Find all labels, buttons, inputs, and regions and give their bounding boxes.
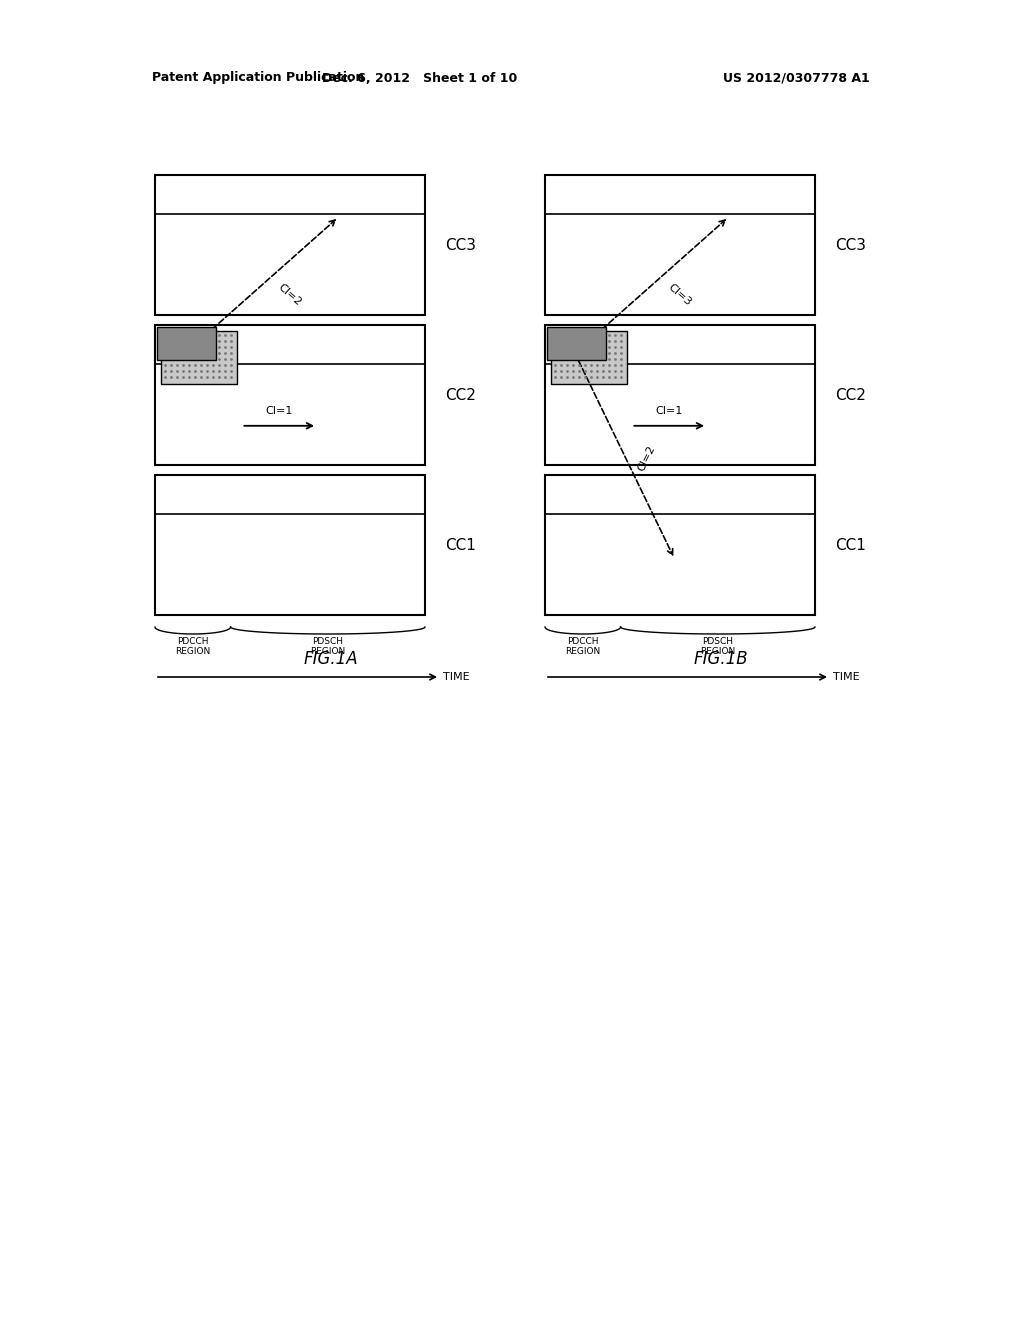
- Text: TIME: TIME: [443, 672, 470, 682]
- Text: CC2: CC2: [835, 388, 866, 403]
- Bar: [155, 475, 425, 615]
- Text: CI=2: CI=2: [276, 282, 303, 308]
- Text: CC3: CC3: [445, 238, 476, 252]
- Bar: [157, 327, 216, 360]
- Text: Dec. 6, 2012   Sheet 1 of 10: Dec. 6, 2012 Sheet 1 of 10: [323, 71, 517, 84]
- Bar: [155, 325, 425, 465]
- Bar: [161, 331, 237, 384]
- Text: CI=1: CI=1: [265, 405, 293, 416]
- Text: CC3: CC3: [835, 238, 866, 252]
- Text: PDCCH
REGION: PDCCH REGION: [565, 638, 600, 656]
- Text: CC2: CC2: [445, 388, 476, 403]
- Text: PDSCH
REGION: PDSCH REGION: [310, 638, 345, 656]
- Text: US 2012/0307778 A1: US 2012/0307778 A1: [723, 71, 870, 84]
- Bar: [547, 327, 606, 360]
- Bar: [545, 325, 815, 465]
- Text: CC1: CC1: [445, 537, 476, 553]
- Text: FIG.1B: FIG.1B: [693, 649, 748, 668]
- Bar: [155, 176, 425, 315]
- Bar: [551, 331, 627, 384]
- Text: CI=3: CI=3: [666, 282, 693, 308]
- Text: CI=2: CI=2: [636, 444, 657, 473]
- Text: CC1: CC1: [835, 537, 866, 553]
- Text: PDCCH
REGION: PDCCH REGION: [175, 638, 210, 656]
- Bar: [545, 475, 815, 615]
- Text: FIG.1A: FIG.1A: [303, 649, 357, 668]
- Text: TIME: TIME: [833, 672, 859, 682]
- Bar: [545, 176, 815, 315]
- Text: Patent Application Publication: Patent Application Publication: [152, 71, 365, 84]
- Text: CI=1: CI=1: [655, 405, 683, 416]
- Text: PDSCH
REGION: PDSCH REGION: [700, 638, 735, 656]
